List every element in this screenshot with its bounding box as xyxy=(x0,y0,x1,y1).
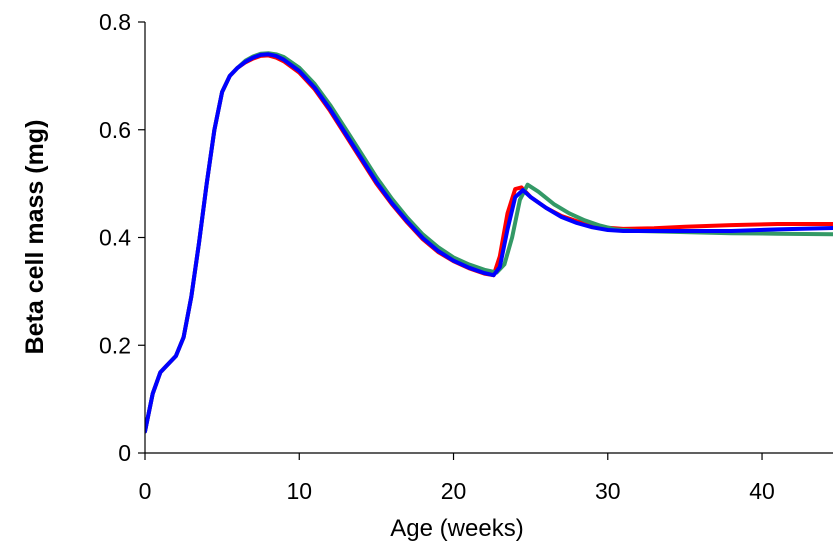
x-tick-label: 30 xyxy=(595,478,621,504)
series-layer xyxy=(145,51,833,434)
x-axis-title: Age (weeks) xyxy=(390,515,523,542)
series-line-1 xyxy=(145,53,833,434)
x-tick-label: 10 xyxy=(286,478,312,504)
x-tick-label: 0 xyxy=(139,478,152,504)
y-tick-label: 0.6 xyxy=(99,117,131,143)
x-ticks: 0 10 20 30 40 xyxy=(139,453,775,504)
series-line-2 xyxy=(145,51,833,434)
y-axis-title: Beta cell mass (mg) xyxy=(21,120,49,355)
x-tick-label: 20 xyxy=(441,478,467,504)
y-tick-label: 0.4 xyxy=(99,225,131,251)
series-line-3 xyxy=(145,52,833,434)
x-tick-label: 40 xyxy=(749,478,775,504)
y-tick-label: 0.8 xyxy=(99,9,131,35)
y-ticks: 0 0.2 0.4 0.6 0.8 xyxy=(99,9,145,466)
y-tick-label: 0.2 xyxy=(99,332,131,358)
y-tick-label: 0 xyxy=(118,440,131,466)
